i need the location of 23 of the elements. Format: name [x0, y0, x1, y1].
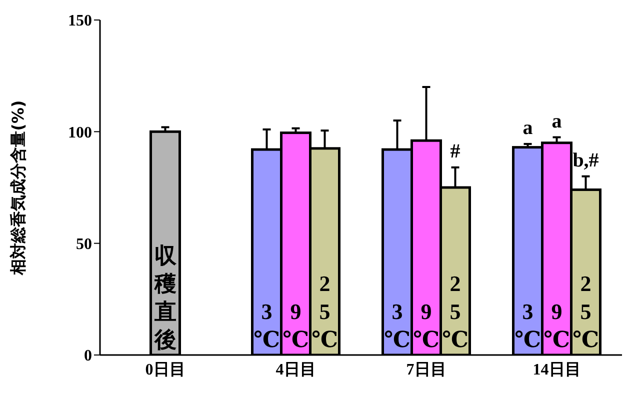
y-tick-label: 150	[68, 12, 92, 30]
data-label: a	[522, 116, 533, 139]
y-tick-label: 0	[84, 348, 92, 365]
x-tick-label: 0日目	[145, 361, 186, 378]
series-label: 3℃	[514, 299, 541, 352]
text: 25℃	[312, 271, 338, 352]
data-label: a	[552, 110, 562, 132]
text: 3℃	[254, 299, 280, 352]
text: 25℃	[442, 271, 468, 352]
text: 3℃	[384, 299, 410, 352]
y-tick-label: 50	[76, 236, 92, 254]
y-tick-label: 100	[68, 124, 92, 142]
x-tick-label: 4日目	[276, 361, 316, 378]
series-label: 25℃	[572, 271, 599, 352]
text: 9℃	[282, 299, 309, 352]
series-label: 9℃	[544, 299, 570, 352]
y-axis-title: 相対総香気成分含量(%)	[8, 100, 28, 276]
data-label: b,#	[572, 149, 599, 172]
x-tick-label: 14日目	[532, 361, 581, 378]
x-tick-label: 7日目	[406, 361, 446, 378]
data-label: #	[450, 140, 460, 162]
series-label: 収穫直後	[153, 243, 178, 352]
text: 9℃	[413, 299, 440, 352]
